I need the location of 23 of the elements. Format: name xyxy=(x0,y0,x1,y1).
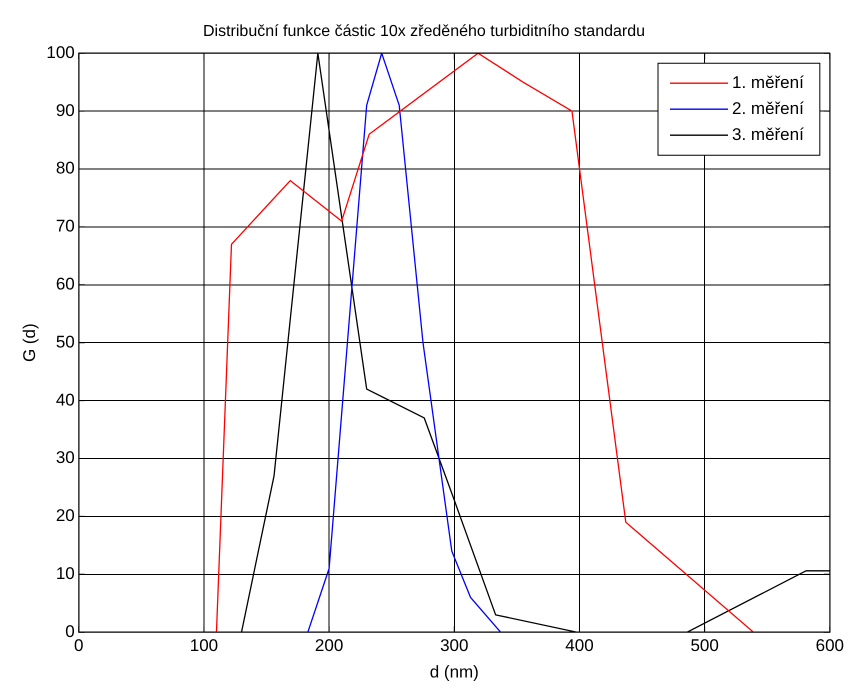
x-tick-label: 500 xyxy=(690,636,719,656)
legend-label: 2. měření xyxy=(732,98,804,118)
y-tick-label: 80 xyxy=(56,158,75,178)
y-tick-label: 70 xyxy=(56,216,75,236)
y-tick-label: 40 xyxy=(56,390,75,410)
y-tick-label: 0 xyxy=(65,622,75,641)
x-tick-label: 400 xyxy=(565,636,594,656)
x-tick-label: 300 xyxy=(440,636,468,656)
y-tick-label: 20 xyxy=(56,506,75,526)
legend-label: 1. měření xyxy=(732,72,804,92)
x-tick-label: 200 xyxy=(314,636,344,656)
y-tick-label: 90 xyxy=(56,100,75,120)
chart-title: Distribuční funkce částic 10x zředěného turbiditního standardu xyxy=(202,23,646,40)
x-tick-label: 600 xyxy=(816,636,844,656)
y-tick-label: 30 xyxy=(56,448,75,468)
y-tick-label: 60 xyxy=(56,274,75,294)
y-tick-label: 50 xyxy=(56,332,75,352)
y-tick-label: 100 xyxy=(46,42,75,62)
x-axis-title: d (nm) xyxy=(430,662,479,682)
y-tick-label: 10 xyxy=(56,564,75,583)
y-axis-title: G (d) xyxy=(20,323,39,362)
legend-label: 3. měření xyxy=(732,124,804,144)
x-tick-label: 100 xyxy=(190,636,218,656)
